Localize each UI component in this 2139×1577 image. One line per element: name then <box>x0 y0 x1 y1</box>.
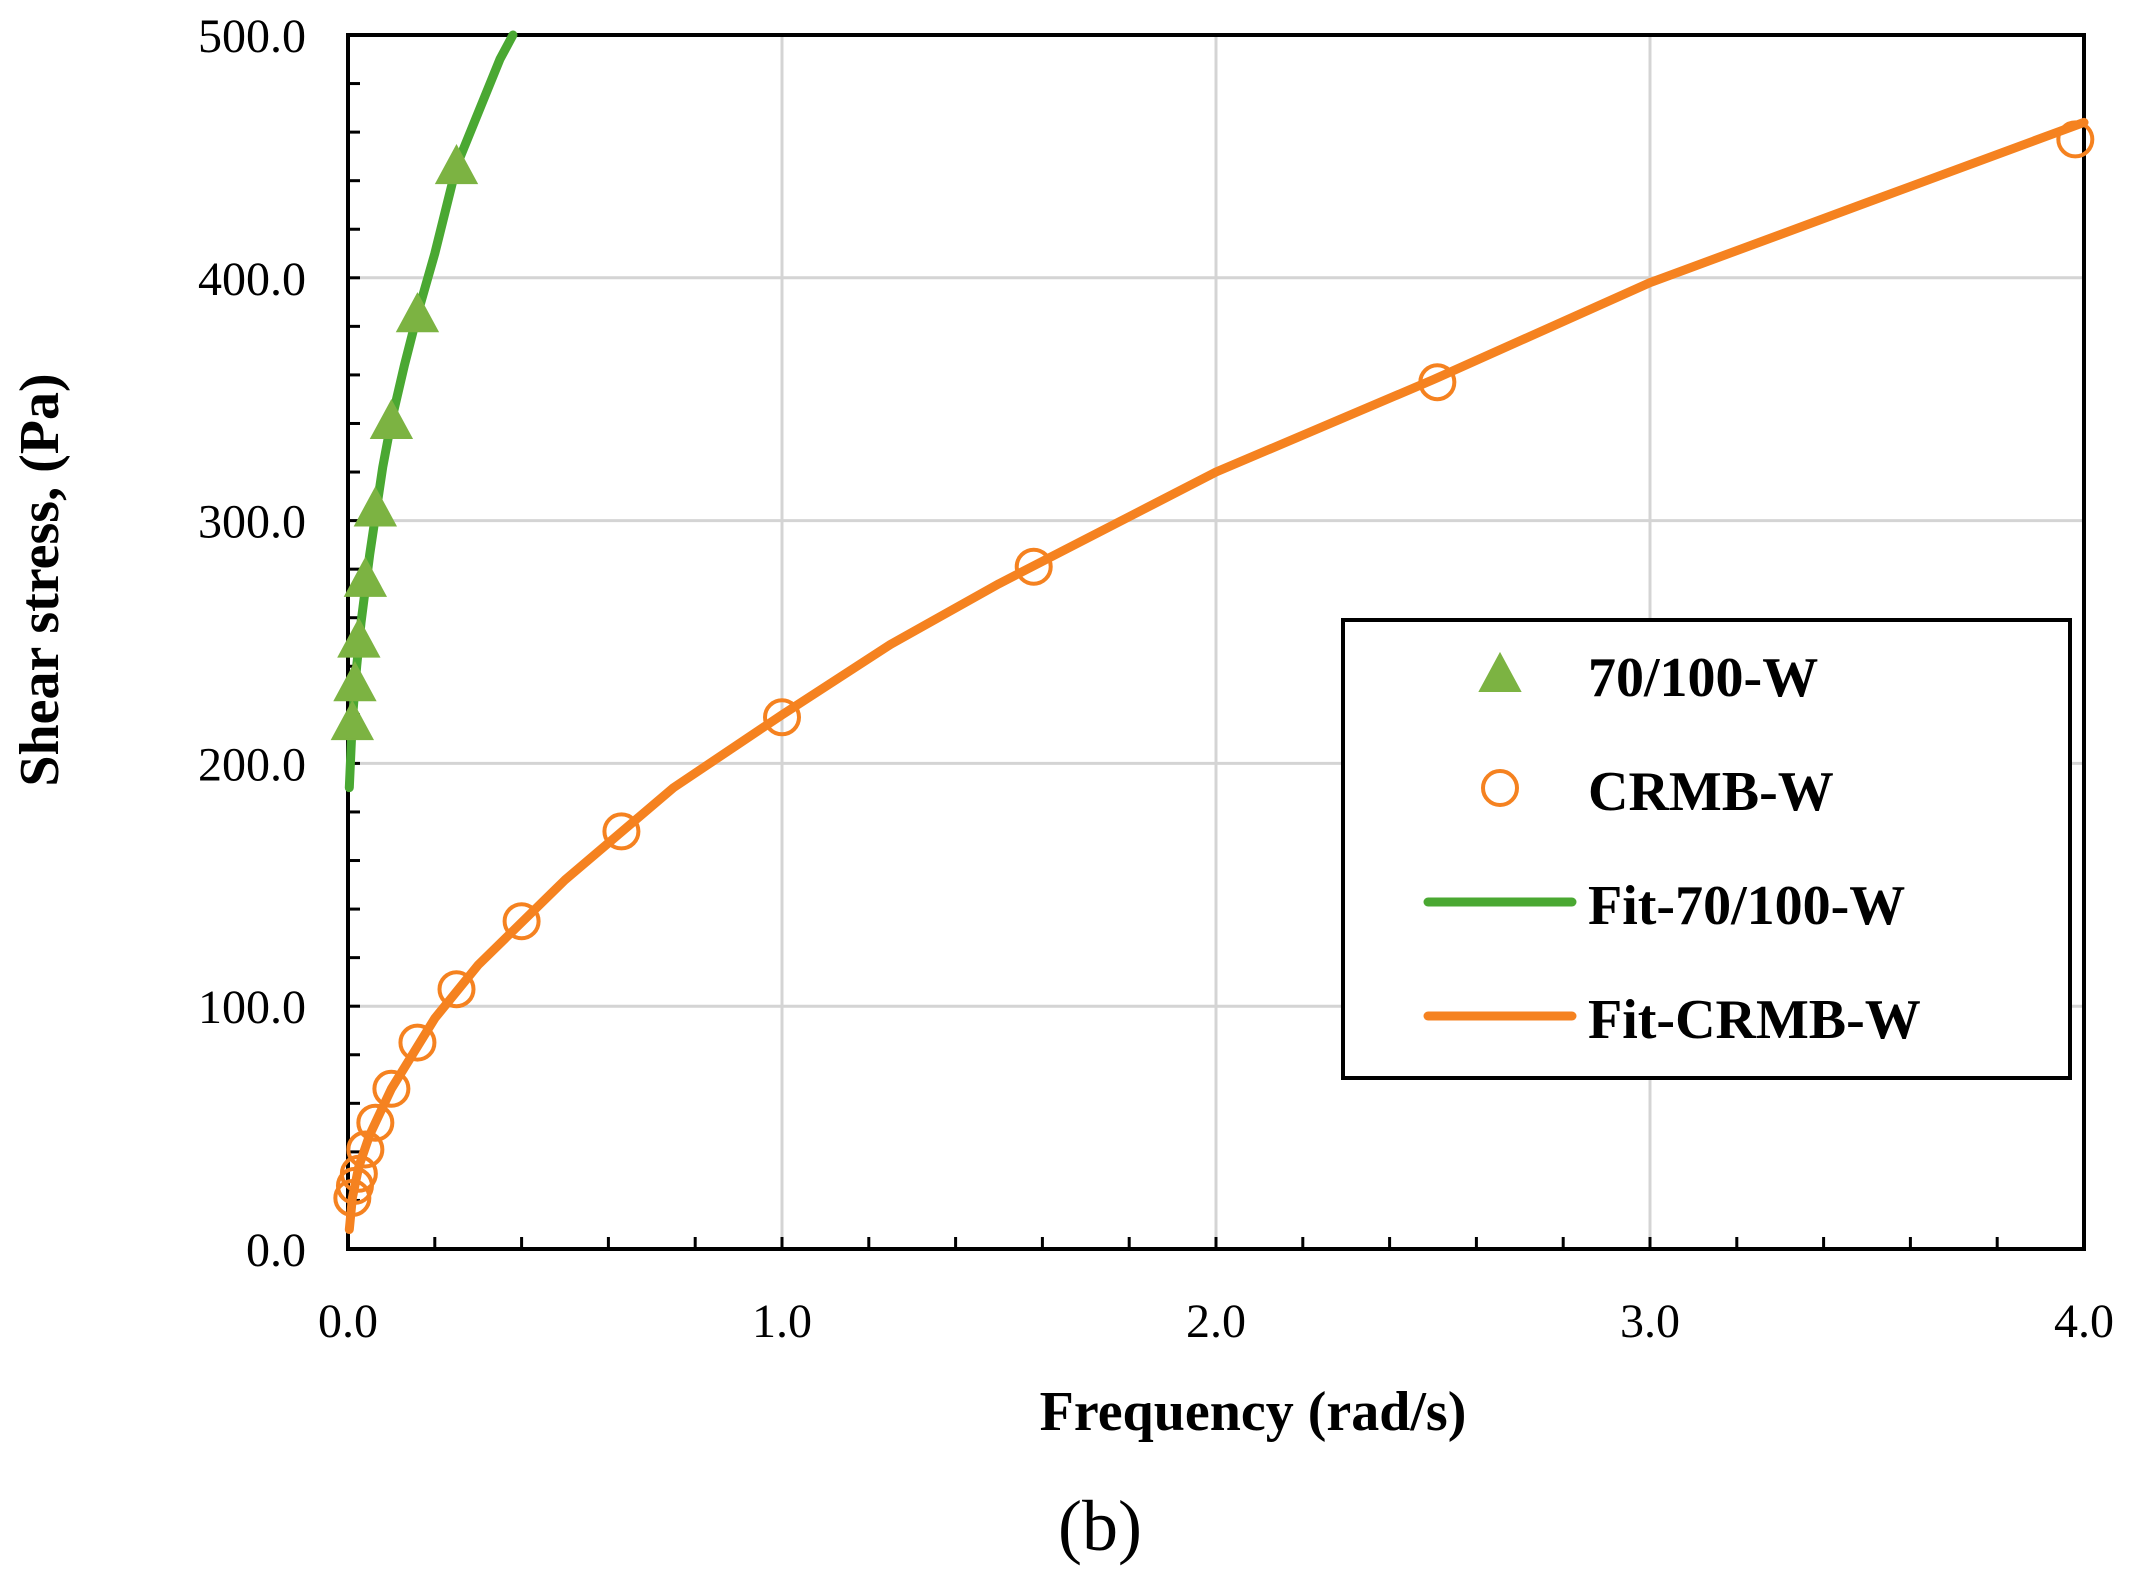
y-tick-label: 100.0 <box>198 981 306 1034</box>
x-tick-label: 2.0 <box>1186 1295 1246 1348</box>
data-point-crmb-w <box>356 1103 395 1142</box>
y-tick-label: 500.0 <box>198 10 306 63</box>
figure-caption: (b) <box>1058 1486 1142 1566</box>
legend-label: Fit-70/100-W <box>1588 875 1905 937</box>
x-tick-label: 0.0 <box>318 1295 378 1348</box>
legend-box <box>1341 618 2072 1080</box>
data-point-crmb-w <box>437 970 476 1009</box>
y-tick-label: 400.0 <box>198 253 306 306</box>
legend-symbol-circle <box>1481 769 1519 807</box>
data-point-crmb-w <box>2056 120 2095 159</box>
legend-label: CRMB-W <box>1588 761 1834 823</box>
data-point-70-100-w <box>434 144 479 185</box>
legend-label: 70/100-W <box>1588 647 1818 709</box>
legend: 70/100-W CRMB-W Fit-70/100-W Fit-CRMB-W <box>1341 618 2072 1080</box>
data-point-70-100-w <box>353 486 398 527</box>
data-point-70-100-w <box>330 700 375 741</box>
data-point-crmb-w <box>398 1023 437 1062</box>
y-tick-label: 200.0 <box>198 738 306 791</box>
y-tick-label: 0.0 <box>246 1224 306 1277</box>
x-tick-label: 3.0 <box>1620 1295 1680 1348</box>
y-axis-title: Shear stress, (Pa) <box>9 373 71 786</box>
data-markers <box>330 120 2095 1218</box>
fit-lines <box>344 30 2089 1235</box>
fit-line-fit-70-100-w <box>344 30 518 793</box>
legend-item: 70/100-W <box>1478 647 1818 709</box>
x-axis-title: Frequency (rad/s) <box>1040 1381 1467 1443</box>
x-axis-ticks: 0.0 1.0 2.0 3.0 4.0 <box>318 1295 2114 1348</box>
data-point-crmb-w <box>372 1069 411 1108</box>
data-point-crmb-w <box>602 812 641 851</box>
y-tick-label: 300.0 <box>198 496 306 549</box>
data-point-70-100-w <box>395 292 440 333</box>
legend-item: Fit-70/100-W <box>1423 875 1905 937</box>
data-point-70-100-w <box>333 661 377 702</box>
fit-line-fit-crmb-w <box>344 117 2089 1235</box>
y-axis-ticks: 0.0 100.0 200.0 300.0 400.0 500.0 <box>198 10 306 1277</box>
data-point-crmb-w <box>339 1154 378 1193</box>
data-point-70-100-w <box>369 398 414 440</box>
legend-label: Fit-CRMB-W <box>1588 989 1921 1051</box>
data-point-crmb-w <box>346 1130 385 1169</box>
legend-item: CRMB-W <box>1481 761 1834 823</box>
legend-item: Fit-CRMB-W <box>1423 989 1921 1051</box>
data-point-crmb-w <box>1014 547 1053 586</box>
x-tick-label: 1.0 <box>752 1295 812 1348</box>
data-point-70-100-w <box>343 556 388 597</box>
legend-symbol-triangle <box>1478 651 1522 692</box>
data-point-70-100-w <box>337 617 381 658</box>
data-point-crmb-w <box>763 698 801 737</box>
data-point-crmb-w <box>1418 363 1457 402</box>
x-tick-label: 4.0 <box>2054 1295 2114 1348</box>
data-point-crmb-w <box>502 902 541 941</box>
